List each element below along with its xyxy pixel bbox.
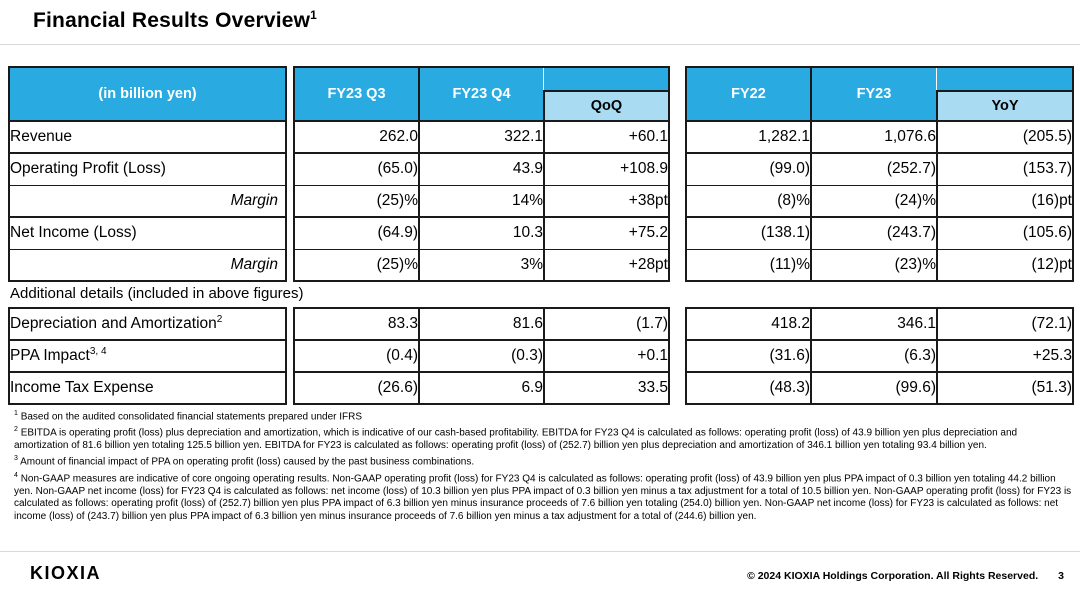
footnote-1: 1 Based on the audited consolidated fina…	[14, 410, 363, 423]
col-header-qoq: QoQ	[543, 90, 670, 122]
cell-ni-fy23: (243.7)	[810, 216, 937, 249]
row-label-margin: Margin	[9, 248, 286, 281]
title-divider	[0, 44, 1080, 45]
col-header-fy23q3: FY23 Q3	[294, 67, 420, 121]
row-label-table: (in billion yen) Revenue Operating Profi…	[8, 66, 287, 282]
cell-op-qoq: +108.9	[543, 152, 669, 185]
page-number: 3	[1058, 570, 1064, 582]
additional-details-label: Additional details (included in above fi…	[10, 285, 304, 302]
cell-ppa-fy23: (6.3)	[810, 339, 937, 372]
cell-op-fy22: (99.0)	[686, 152, 811, 185]
cell-op-q4: 43.9	[418, 152, 544, 185]
cell-nimargin-fy23: (23)%	[810, 248, 937, 281]
additional-row-label-table: Depreciation and Amortization2 PPA Impac…	[8, 307, 287, 405]
cell-da-q4: 81.6	[418, 307, 544, 340]
row-label: Operating Profit (Loss)	[9, 152, 286, 185]
quarterly-table: FY23 Q3 FY23 Q4 QoQ 262.0 322.1 +60.1 (6…	[293, 66, 670, 282]
kioxia-logo: KIOXIA	[30, 563, 102, 583]
qoq-header-filler	[544, 67, 669, 91]
col-header-fy23: FY23	[811, 67, 937, 121]
unit-header-cell: (in billion yen)	[9, 67, 286, 121]
cell-da-yoy: (72.1)	[936, 307, 1073, 340]
cell-da-fy23: 346.1	[810, 307, 937, 340]
cell-revenue-q3: 262.0	[294, 120, 419, 153]
col-header-fy23q4: FY23 Q4	[419, 67, 544, 121]
footer-right: © 2024 KIOXIA Holdings Corporation. All …	[747, 570, 1064, 582]
cell-ni-q4: 10.3	[418, 216, 544, 249]
cell-ni-q3: (64.9)	[294, 216, 419, 249]
cell-revenue-yoy: (205.5)	[936, 120, 1073, 153]
da-superscript: 2	[216, 314, 223, 326]
cell-nimargin-yoy: (12)pt	[936, 248, 1073, 281]
page-title: Financial Results Overview1	[33, 8, 317, 33]
cell-opmargin-q3: (25)%	[294, 184, 419, 217]
cell-opmargin-yoy: (16)pt	[936, 184, 1073, 217]
cell-op-fy23: (252.7)	[810, 152, 937, 185]
cell-opmargin-fy23: (24)%	[810, 184, 937, 217]
cell-ni-qoq: +75.2	[543, 216, 669, 249]
cell-opmargin-fy22: (8)%	[686, 184, 811, 217]
footnotes: 1 Based on the audited consolidated fina…	[14, 408, 1072, 524]
page-title-text: Financial Results Overview	[33, 9, 311, 32]
cell-ppa-fy22: (31.6)	[686, 339, 811, 372]
cell-opmargin-qoq: +38pt	[543, 184, 669, 217]
cell-tax-yoy: (51.3)	[936, 371, 1073, 404]
cell-opmargin-q4: 14%	[418, 184, 544, 217]
row-label-margin: Margin	[9, 184, 286, 217]
cell-revenue-fy22: 1,282.1	[686, 120, 811, 153]
cell-ni-yoy: (105.6)	[936, 216, 1073, 249]
cell-nimargin-q4: 3%	[418, 248, 544, 281]
col-header-yoy: YoY	[936, 90, 1074, 122]
cell-nimargin-qoq: +28pt	[543, 248, 669, 281]
cell-da-qoq: (1.7)	[543, 307, 669, 340]
cell-ppa-q4: (0.3)	[418, 339, 544, 372]
footer-divider	[0, 551, 1080, 552]
row-label: Net Income (Loss)	[9, 216, 286, 249]
cell-revenue-qoq: +60.1	[543, 120, 669, 153]
cell-nimargin-q3: (25)%	[294, 248, 419, 281]
ppa-superscript: 3, 4	[89, 346, 107, 358]
yoy-header-filler	[937, 67, 1073, 91]
cell-nimargin-fy22: (11)%	[686, 248, 811, 281]
cell-tax-q4: 6.9	[418, 371, 544, 404]
page-title-superscript: 1	[310, 8, 318, 22]
cell-ppa-qoq: +0.1	[543, 339, 669, 372]
cell-da-fy22: 418.2	[686, 307, 811, 340]
additional-yearly-table: 418.2 346.1 (72.1) (31.6) (6.3) +25.3 (4…	[685, 307, 1074, 405]
cell-tax-q3: (26.6)	[294, 371, 419, 404]
cell-op-yoy: (153.7)	[936, 152, 1073, 185]
cell-revenue-q4: 322.1	[418, 120, 544, 153]
row-label-tax: Income Tax Expense	[9, 371, 286, 404]
footnote-4: 4 Non-GAAP measures are indicative of co…	[14, 471, 1072, 522]
footnote-2: 2 EBITDA is operating profit (loss) plus…	[14, 426, 1018, 452]
copyright-text: © 2024 KIOXIA Holdings Corporation. All …	[747, 570, 1039, 582]
col-header-fy22: FY22	[686, 67, 812, 121]
cell-op-q3: (65.0)	[294, 152, 419, 185]
cell-ppa-yoy: +25.3	[936, 339, 1073, 372]
row-label-da: Depreciation and Amortization2	[9, 307, 286, 340]
footnote-3: 3 Amount of financial impact of PPA on o…	[14, 455, 475, 468]
cell-tax-fy22: (48.3)	[686, 371, 811, 404]
cell-ni-fy22: (138.1)	[686, 216, 811, 249]
cell-da-q3: 83.3	[294, 307, 419, 340]
additional-quarterly-table: 83.3 81.6 (1.7) (0.4) (0.3) +0.1 (26.6) …	[293, 307, 670, 405]
row-label-ppa: PPA Impact3, 4	[9, 339, 286, 372]
cell-revenue-fy23: 1,076.6	[810, 120, 937, 153]
cell-ppa-q3: (0.4)	[294, 339, 419, 372]
yearly-table: FY22 FY23 YoY 1,282.1 1,076.6 (205.5) (9…	[685, 66, 1074, 282]
row-label: Revenue	[9, 120, 286, 153]
cell-tax-qoq: 33.5	[543, 371, 669, 404]
cell-tax-fy23: (99.6)	[810, 371, 937, 404]
